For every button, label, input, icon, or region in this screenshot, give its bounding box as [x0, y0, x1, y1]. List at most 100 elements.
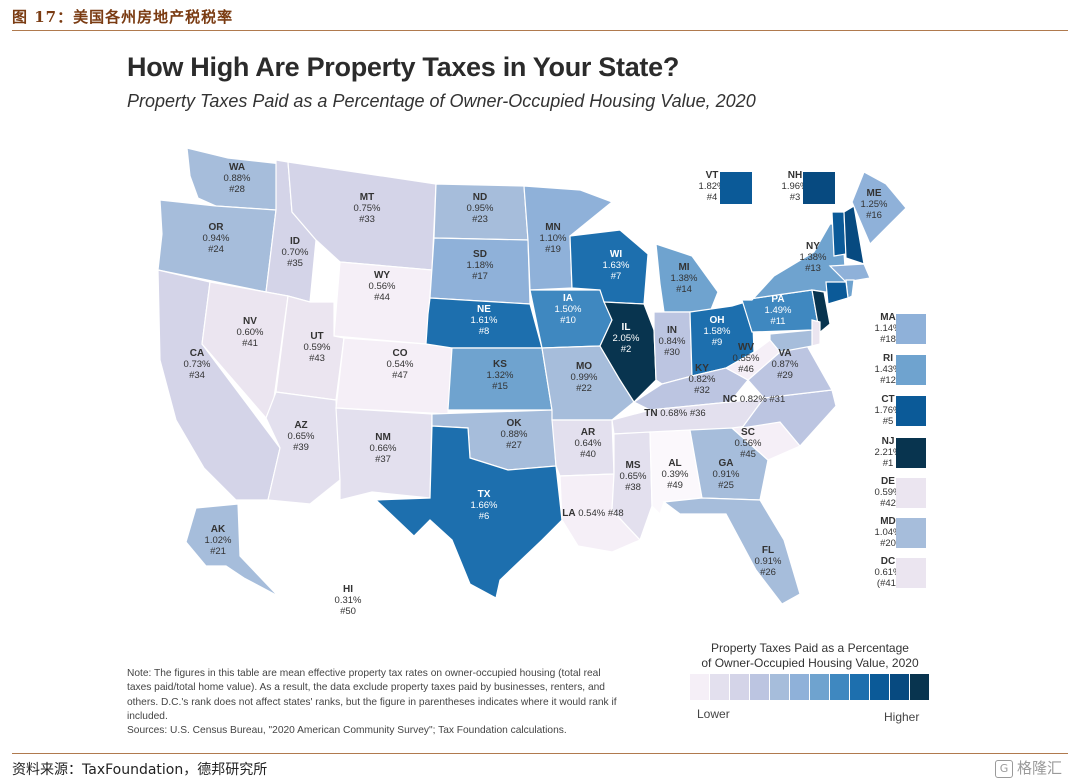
- callout-swatch-nj: [896, 438, 926, 468]
- state-label-tx: TX 1.66% #6: [471, 489, 498, 522]
- state-label-mi: MI 1.38% #14: [671, 262, 698, 295]
- callout-swatch-ma: [896, 314, 926, 344]
- state-labels: WA 0.88% #28 OR 0.94% #24 CA 0.73% #34 ID 0.70% #35…: [184, 162, 926, 617]
- figure-header: 图 17：美国各州房地产税税率: [12, 8, 234, 26]
- state-label-in: IN 0.84% #30: [659, 325, 686, 358]
- state-label-il: IL 2.05% #2: [613, 322, 640, 355]
- legend-higher-label: Higher: [884, 710, 920, 724]
- state-shape-ga: [689, 427, 769, 501]
- state-label-sd: SD 1.18% #17: [467, 249, 494, 282]
- state-shape-tx: [374, 425, 563, 599]
- state-label-nm: NM 0.66% #37: [370, 432, 397, 465]
- state-label-nd: ND 0.95% #23: [467, 192, 494, 225]
- legend-title-line2: of Owner-Occupied Housing Value, 2020: [701, 656, 919, 670]
- legend-swatch: [830, 674, 849, 700]
- state-label-de: DE 0.59% #42: [875, 476, 902, 509]
- state-label-ar: AR 0.64% #40: [575, 427, 602, 460]
- state-label-wy: WY 0.56% #44: [369, 270, 396, 303]
- callout-swatch-ri: [896, 355, 926, 385]
- sources-note: Sources: U.S. Census Bureau, "2020 Ameri…: [127, 725, 567, 736]
- state-label-wi: WI 1.63% #7: [603, 249, 630, 282]
- state-shape-nj: [811, 289, 831, 336]
- state-label-ky: KY 0.82% #32: [689, 363, 716, 396]
- state-label-ok: OK 0.88% #27: [501, 418, 528, 451]
- state-label-ks: KS 1.32% #15: [487, 359, 514, 392]
- state-shape-ma: [828, 263, 871, 283]
- callout-swatch-ct: [896, 396, 926, 426]
- state-label-ut: UT 0.59% #43: [304, 331, 331, 364]
- state-label-wa: WA 0.88% #28: [224, 162, 251, 195]
- map-title: How High Are Property Taxes in Your Stat…: [127, 52, 680, 82]
- state-label-nv: NV 0.60% #41: [237, 316, 264, 349]
- callout-swatch-dc: [896, 558, 926, 588]
- state-shape-ak: [185, 503, 279, 597]
- watermark-text: 格隆汇: [1016, 759, 1062, 777]
- state-shape-md: [769, 329, 813, 353]
- legend-swatch: [790, 674, 809, 700]
- state-shape-me: [851, 171, 907, 246]
- state-label-dc: DC 0.61% (#41): [875, 556, 902, 589]
- state-label-va: VA 0.87% #29: [772, 348, 799, 381]
- legend-swatch: [770, 674, 789, 700]
- state-label-ak: AK 1.02% #21: [205, 524, 232, 557]
- legend-swatch: [870, 674, 889, 700]
- state-label-nh: NH 1.96% #3: [782, 170, 809, 203]
- state-label-id: ID 0.70% #35: [282, 236, 309, 269]
- callout-swatch-de: [896, 478, 926, 508]
- state-label-ma: MA 1.14% #18: [875, 312, 902, 345]
- state-label-la: LA 0.54% #48: [562, 508, 623, 519]
- header-divider: [12, 30, 1068, 31]
- state-label-md: MD 1.04% #20: [875, 516, 902, 549]
- state-label-sc: SC 0.56% #45: [735, 427, 762, 460]
- callout-swatch-vt: [720, 172, 752, 204]
- state-label-mt: MT 0.75% #33: [354, 192, 381, 225]
- state-label-az: AZ 0.65% #39: [288, 420, 315, 453]
- legend-swatch: [850, 674, 869, 700]
- legend-bar: [690, 674, 929, 700]
- state-shape-hi: [293, 567, 347, 615]
- state-label-oh: OH 1.58% #9: [704, 315, 731, 348]
- legend-swatch: [890, 674, 909, 700]
- footnote: Note: The figures in this table are mean…: [127, 668, 617, 722]
- callout-swatch-md: [896, 518, 926, 548]
- state-label-ri: RI 1.43% #12: [875, 353, 902, 386]
- legend-swatch: [690, 674, 709, 700]
- state-label-or: OR 0.94% #24: [203, 222, 230, 255]
- state-shape-de: [811, 319, 821, 347]
- state-label-mo: MO 0.99% #22: [571, 361, 598, 394]
- watermark-logo-icon: G: [994, 759, 1013, 778]
- state-label-al: AL 0.39% #49: [662, 458, 689, 491]
- legend-swatch: [710, 674, 729, 700]
- state-label-co: CO 0.54% #47: [387, 348, 414, 381]
- watermark: G 格隆汇: [994, 757, 1062, 778]
- state-label-ne: NE 1.61% #8: [471, 304, 498, 337]
- state-label-ia: IA 1.50% #10: [555, 293, 582, 326]
- legend-lower-label: Lower: [697, 707, 730, 721]
- state-label-ms: MS 0.65% #38: [620, 460, 647, 493]
- state-shape-ct: [825, 281, 849, 305]
- state-label-mn: MN 1.10% #19: [540, 222, 567, 255]
- legend-title: Property Taxes Paid as a Percentage of O…: [690, 641, 930, 671]
- state-label-ny: NY 1.38% #13: [800, 241, 827, 274]
- state-label-hi: HI 0.31% #50: [335, 584, 362, 617]
- legend-swatch: [730, 674, 749, 700]
- state-label-wv: WV 0.55% #46: [733, 342, 760, 375]
- state-label-ga: GA 0.91% #25: [713, 458, 740, 491]
- state-label-ct: CT 1.76% #5: [875, 394, 902, 427]
- state-label-ca: CA 0.73% #34: [184, 348, 211, 381]
- state-label-nc: NC 0.82% #31: [723, 394, 786, 405]
- legend-title-line1: Property Taxes Paid as a Percentage: [711, 641, 909, 655]
- source-footer: 资料来源：TaxFoundation，德邦研究所: [12, 762, 268, 778]
- legend-swatch: [910, 674, 929, 700]
- state-label-vt: VT 1.82% #4: [699, 170, 726, 203]
- state-label-tn: TN 0.68% #36: [644, 408, 705, 419]
- footer-divider: [12, 753, 1068, 754]
- callout-swatch-nh: [803, 172, 835, 204]
- state-label-pa: PA 1.49% #11: [765, 294, 792, 327]
- state-shapes: [157, 147, 907, 615]
- legend-swatch: [810, 674, 829, 700]
- legend-swatch: [750, 674, 769, 700]
- map-subtitle: Property Taxes Paid as a Percentage of O…: [127, 91, 756, 111]
- state-label-me: ME 1.25% #16: [861, 188, 888, 221]
